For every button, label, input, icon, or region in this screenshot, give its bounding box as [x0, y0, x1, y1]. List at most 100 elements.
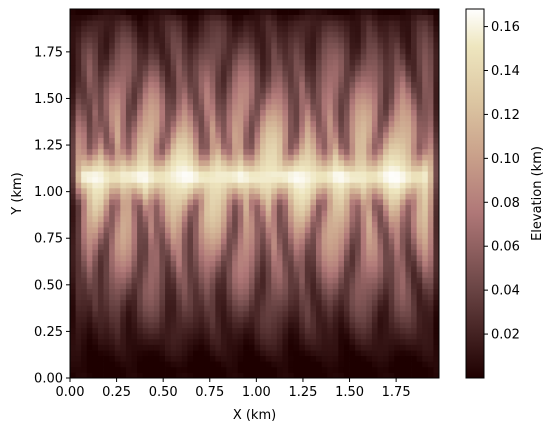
heatmap-cell: [332, 171, 339, 178]
heatmap-cell: [220, 64, 227, 71]
heatmap-cell: [204, 132, 211, 138]
heatmap-cell: [265, 210, 272, 217]
heatmap-cell: [226, 327, 233, 334]
heatmap-cell: [383, 20, 390, 27]
heatmap-cell: [422, 48, 429, 55]
heatmap-cell: [153, 104, 160, 111]
heatmap-cell: [304, 316, 311, 323]
heatmap-cell: [92, 249, 99, 256]
heatmap-cell: [355, 210, 362, 217]
heatmap-cell: [215, 9, 222, 15]
heatmap-cell: [327, 372, 334, 378]
heatmap-cell: [310, 182, 317, 189]
heatmap-cell: [125, 227, 132, 234]
heatmap-cell: [282, 294, 289, 301]
heatmap-cell: [332, 227, 339, 234]
heatmap-cell: [383, 299, 390, 306]
heatmap-cell: [193, 120, 199, 127]
heatmap-cell: [148, 76, 155, 83]
heatmap-cell: [114, 327, 121, 334]
heatmap-cell: [109, 193, 116, 200]
heatmap-cell: [120, 70, 127, 77]
heatmap-cell: [125, 20, 132, 27]
heatmap-cell: [92, 143, 99, 150]
heatmap-cell: [131, 221, 138, 228]
heatmap-cell: [243, 372, 250, 378]
heatmap-cell: [142, 255, 149, 261]
heatmap-cell: [248, 282, 255, 289]
heatmap-cell: [427, 42, 434, 49]
heatmap-cell: [232, 322, 239, 329]
heatmap-cell: [220, 120, 227, 127]
heatmap-cell: [125, 243, 132, 250]
heatmap-cell: [209, 53, 216, 60]
heatmap-cell: [226, 215, 233, 222]
heatmap-cell: [226, 266, 233, 273]
heatmap-cell: [148, 266, 155, 273]
heatmap-cell: [215, 14, 222, 21]
heatmap-cell: [399, 271, 406, 278]
heatmap-cell: [338, 120, 345, 127]
heatmap-cell: [310, 42, 317, 49]
heatmap-cell: [321, 20, 328, 27]
heatmap-cell: [321, 338, 328, 345]
heatmap-cell: [142, 282, 149, 289]
heatmap-cell: [271, 221, 278, 228]
heatmap-cell: [338, 305, 345, 312]
heatmap-cell: [276, 70, 283, 77]
heatmap-cell: [299, 92, 306, 99]
heatmap-cell: [215, 148, 222, 155]
heatmap-cell: [343, 171, 350, 178]
heatmap-cell: [70, 9, 76, 15]
heatmap-cell: [193, 282, 199, 289]
heatmap-cell: [321, 322, 328, 329]
heatmap-cell: [92, 154, 99, 161]
heatmap-cell: [165, 299, 172, 306]
heatmap-cell: [159, 215, 166, 222]
heatmap-cell: [193, 187, 199, 194]
heatmap-cell: [371, 14, 378, 21]
heatmap-cell: [204, 182, 211, 189]
heatmap-cell: [159, 42, 166, 49]
heatmap-cell: [411, 322, 418, 329]
heatmap-cell: [316, 70, 322, 77]
heatmap-cell: [260, 210, 267, 217]
heatmap-cell: [371, 36, 378, 43]
heatmap-cell: [159, 14, 166, 21]
heatmap-cell: [265, 294, 272, 301]
heatmap-cell: [125, 31, 132, 38]
heatmap-cell: [170, 143, 177, 150]
heatmap-cell: [399, 215, 406, 222]
heatmap-cell: [226, 366, 233, 373]
heatmap-cell: [377, 227, 384, 234]
heatmap-cell: [220, 9, 227, 15]
heatmap-cell: [243, 361, 250, 368]
heatmap-cell: [92, 282, 99, 289]
heatmap-cell: [181, 310, 188, 317]
heatmap-cell: [97, 148, 104, 155]
heatmap-cell: [260, 14, 267, 21]
heatmap-cell: [355, 238, 362, 245]
heatmap-cell: [282, 215, 289, 222]
heatmap-cell: [209, 25, 216, 32]
heatmap-cell: [103, 53, 110, 60]
heatmap-cell: [215, 171, 222, 178]
heatmap-cell: [81, 299, 88, 306]
heatmap-cell: [427, 355, 434, 362]
heatmap-cell: [327, 366, 334, 373]
heatmap-cell: [260, 316, 267, 323]
heatmap-cell: [170, 204, 177, 211]
heatmap-cell: [220, 243, 227, 250]
heatmap-cell: [304, 227, 311, 234]
heatmap-cell: [260, 299, 267, 306]
heatmap-cell: [411, 255, 418, 261]
heatmap-cell: [226, 92, 233, 99]
heatmap-cell: [371, 232, 378, 239]
heatmap-cell: [81, 171, 88, 178]
heatmap-cell: [181, 165, 188, 172]
heatmap-cell: [366, 115, 373, 122]
heatmap-cell: [176, 294, 183, 301]
heatmap-cell: [427, 81, 434, 88]
heatmap-cell: [70, 48, 76, 55]
heatmap-cell: [366, 20, 373, 27]
